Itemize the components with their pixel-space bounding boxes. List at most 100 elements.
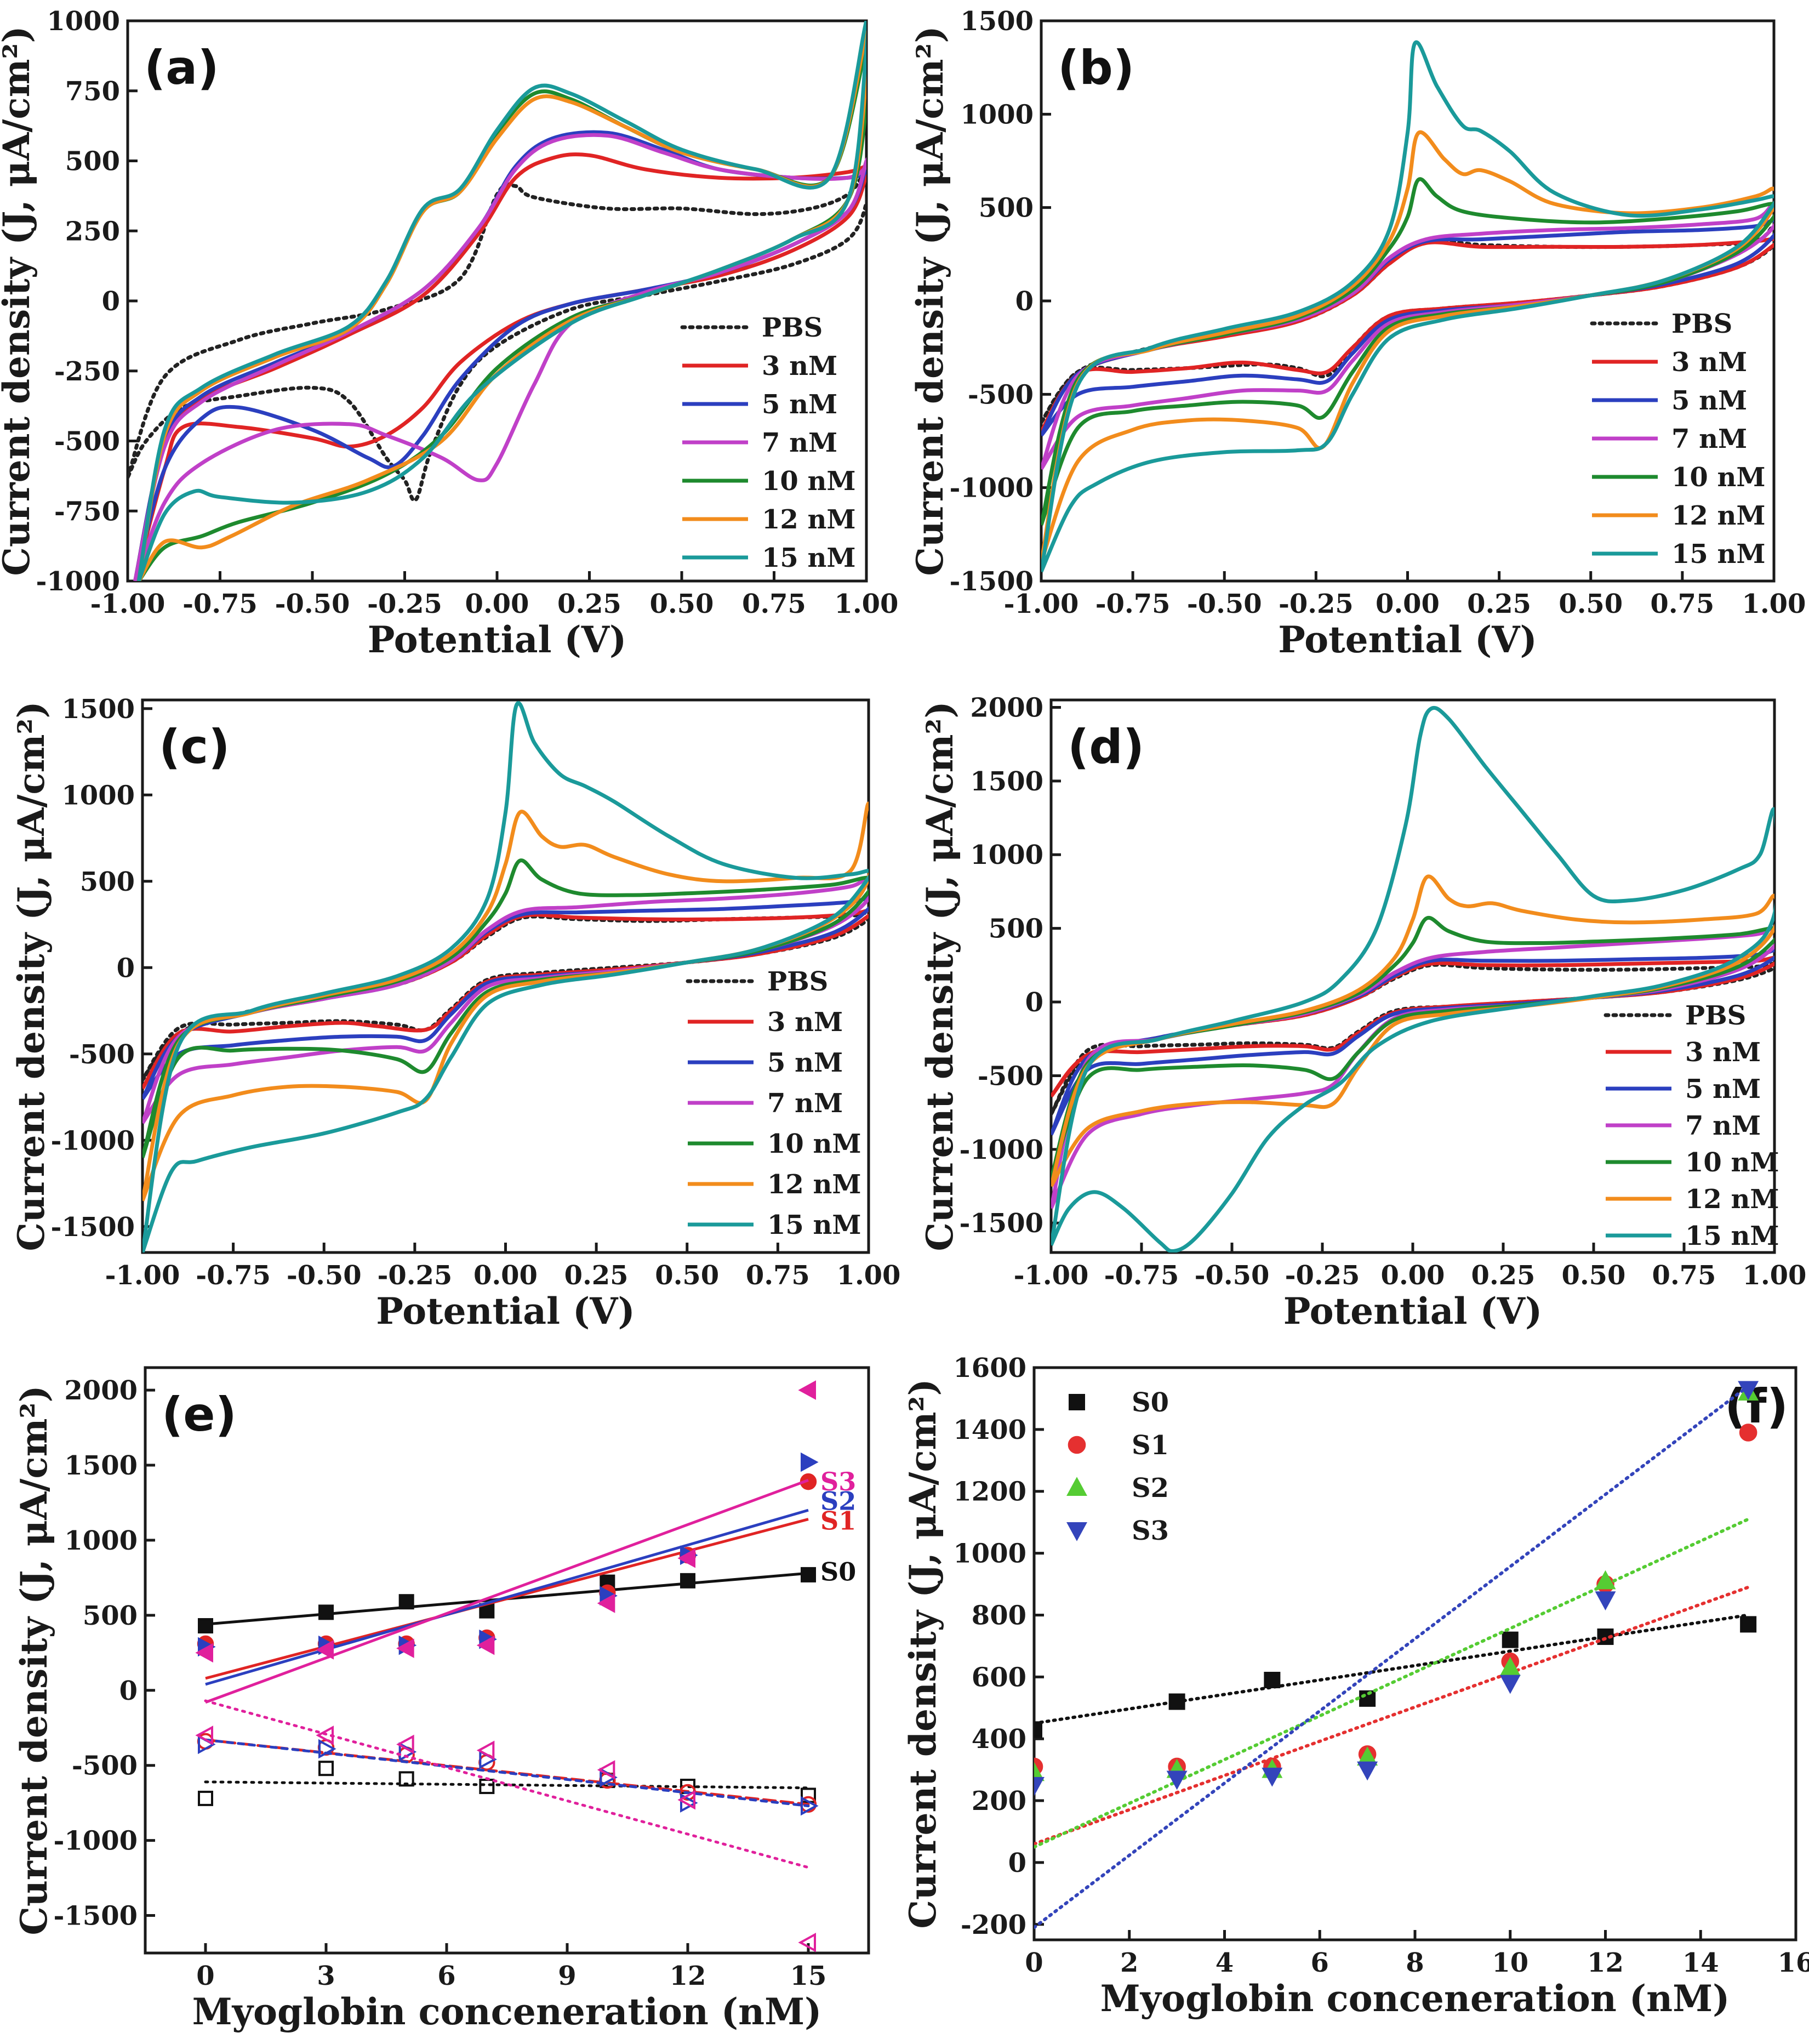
x-tick-label: -0.50: [287, 1260, 362, 1291]
series-label: S0: [820, 1557, 856, 1586]
y-tick-label: 750: [65, 76, 120, 107]
plot-frame: [1040, 19, 1776, 583]
curve-group: [1051, 705, 1774, 1252]
anodic-point: [198, 1618, 213, 1634]
anodic-point: [597, 1593, 615, 1613]
y-axis-label: Current density (J, μA/cm²): [918, 701, 961, 1251]
y-tick-label: 500: [80, 867, 135, 897]
legend-label: 7 nM: [1685, 1111, 1761, 1141]
x-tick-label: 9: [558, 1961, 576, 1991]
panel-label: (b): [1058, 41, 1134, 95]
y-tick-label: -1500: [50, 1212, 135, 1243]
anodic-point: [801, 1567, 816, 1582]
x-tick-label: 10: [1492, 1948, 1528, 1978]
legend-label: 5 nM: [1671, 385, 1747, 416]
anodic-fit-line: [205, 1479, 809, 1704]
x-tick-label: 0.50: [655, 1260, 719, 1291]
cv-curve-15-nm: [1051, 705, 1774, 1252]
anodic-point: [195, 1643, 213, 1663]
x-axis-label: Potential (V): [1278, 618, 1537, 661]
y-axis-label: Current density (J, μA/cm²): [901, 1379, 944, 1928]
x-tick-label: 0.50: [1559, 589, 1623, 619]
legend-marker: [1066, 1522, 1087, 1541]
y-tick-label: 0: [1008, 1848, 1026, 1878]
anodic-point: [476, 1635, 495, 1655]
x-tick-label: -0.75: [196, 1260, 271, 1291]
legend-marker: [1069, 1394, 1085, 1410]
y-tick-label: 1000: [61, 780, 135, 811]
curve-group: [142, 701, 869, 1252]
y-tick-label: -500: [978, 1061, 1043, 1091]
cv-curve-12-nm: [1041, 130, 1774, 563]
data-point: [1740, 1616, 1757, 1633]
x-axis-label: Myoglobin conceneration (nM): [192, 1990, 822, 2033]
cathodic-point: [476, 1740, 495, 1761]
x-tick-label: 0.00: [1376, 589, 1440, 619]
legend-label: 3 nM: [762, 351, 837, 382]
anodic-fit-line: [205, 1518, 809, 1680]
y-tick-label: 1500: [61, 694, 135, 725]
y-tick-label: -500: [72, 1751, 138, 1781]
x-axis-label: Potential (V): [368, 618, 626, 661]
data-point: [1034, 1777, 1045, 1796]
legend-label: 15 nM: [1671, 539, 1766, 570]
legend-label: S2: [1132, 1473, 1169, 1504]
y-tick-label: -1000: [50, 1125, 135, 1156]
cathodic-point: [318, 1761, 334, 1777]
x-tick-label: -0.25: [1285, 1260, 1360, 1291]
x-tick-label: 0.75: [746, 1260, 810, 1291]
legend-label: 12 nM: [767, 1169, 861, 1200]
x-tick-label: 6: [437, 1961, 455, 1991]
x-tick-label: 1.00: [1742, 589, 1806, 619]
anodic-point: [798, 1380, 816, 1400]
y-tick-label: 0: [117, 953, 135, 983]
cathodic-point: [396, 1734, 414, 1755]
x-tick-label: 3: [317, 1961, 335, 1991]
data-point: [1595, 1591, 1616, 1611]
x-tick-label: -1.00: [1004, 589, 1079, 619]
cv-curve-5-nm: [142, 896, 869, 1100]
x-tick-label: 0.25: [1471, 1260, 1536, 1291]
data-point: [1595, 1570, 1616, 1590]
x-tick-label: 0.00: [465, 589, 529, 619]
fit-line: [1034, 1517, 1750, 1849]
legend: PBS 3 nM 5 nM 7 nM 10 nM 12 nM 15 nM: [1590, 309, 1766, 570]
y-tick-label: 1000: [47, 6, 120, 37]
cathodic-point: [198, 1790, 213, 1806]
legend-label: 5 nM: [762, 389, 837, 420]
legend-label: 7 nM: [762, 428, 837, 458]
x-tick-label: 12: [1587, 1948, 1624, 1978]
curve-group: [128, 21, 866, 581]
x-tick-label: 12: [670, 1961, 706, 1991]
y-tick-label: 500: [65, 146, 120, 177]
legend-label: 7 nM: [1671, 424, 1747, 454]
data-point: [1738, 1381, 1759, 1400]
x-tick-label: -0.50: [1187, 589, 1262, 619]
legend-label: PBS: [767, 966, 828, 997]
y-tick-label: -1000: [959, 1135, 1043, 1165]
y-tick-label: 1500: [64, 1450, 138, 1481]
y-tick-label: -200: [961, 1910, 1026, 1940]
data-point: [1499, 1675, 1521, 1694]
cv-curve-15-nm: [136, 21, 866, 581]
cv-curve-12-nm: [1051, 874, 1774, 1187]
legend-label: S0: [1132, 1387, 1169, 1418]
cathodic-fit-line: [204, 1699, 810, 1869]
y-tick-label: 1000: [64, 1525, 138, 1556]
curve-group: [1041, 40, 1774, 573]
anodic-point: [801, 1452, 819, 1472]
series-label: S1: [820, 1506, 856, 1535]
y-tick-label: -1500: [53, 1901, 138, 1932]
legend: PBS 3 nM 5 nM 7 nM 10 nM 12 nM 15 nM: [1603, 1000, 1779, 1251]
fit-line: [1034, 1585, 1750, 1846]
x-tick-label: 1.00: [835, 589, 899, 619]
panel-b: -1.00 -0.75 -0.50 -0.25 0.00 0.25 0.50 0.75 1.00…: [909, 6, 1806, 661]
anodic-point: [318, 1604, 334, 1620]
data-point: [1166, 1770, 1188, 1790]
x-tick-label: 0.75: [1650, 589, 1714, 619]
series-s0: [198, 1567, 816, 1806]
data-point: [1357, 1761, 1378, 1781]
anodic-point: [398, 1594, 414, 1610]
panel-label: (a): [144, 41, 219, 95]
cathodic-point: [195, 1726, 213, 1745]
